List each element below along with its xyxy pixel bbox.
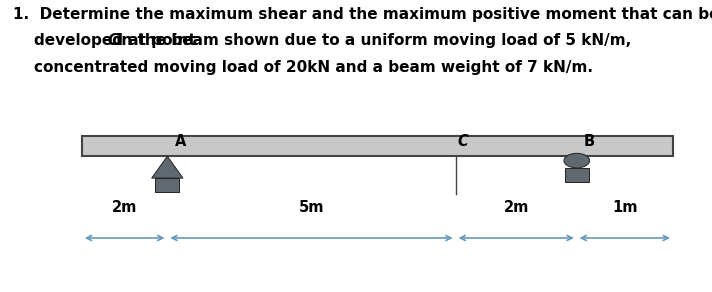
Bar bbox=[82, 136, 673, 156]
Text: 5m: 5m bbox=[299, 200, 324, 215]
Bar bbox=[155, 178, 179, 192]
Text: C: C bbox=[107, 33, 118, 48]
Text: in the beam shown due to a uniform moving load of 5 kN/m,: in the beam shown due to a uniform movin… bbox=[111, 33, 632, 48]
Text: 2m: 2m bbox=[112, 200, 137, 215]
Text: 1m: 1m bbox=[612, 200, 637, 215]
Bar bbox=[565, 168, 589, 182]
Text: C: C bbox=[457, 134, 468, 149]
Text: B: B bbox=[584, 134, 595, 149]
Text: 1.  Determine the maximum shear and the maximum positive moment that can be: 1. Determine the maximum shear and the m… bbox=[13, 7, 712, 22]
Text: concentrated moving load of 20kN and a beam weight of 7 kN/m.: concentrated moving load of 20kN and a b… bbox=[13, 60, 593, 75]
Text: A: A bbox=[174, 134, 186, 149]
Text: 2m: 2m bbox=[503, 200, 529, 215]
Ellipse shape bbox=[564, 153, 590, 168]
Polygon shape bbox=[152, 156, 183, 178]
Text: developed at point: developed at point bbox=[13, 33, 201, 48]
